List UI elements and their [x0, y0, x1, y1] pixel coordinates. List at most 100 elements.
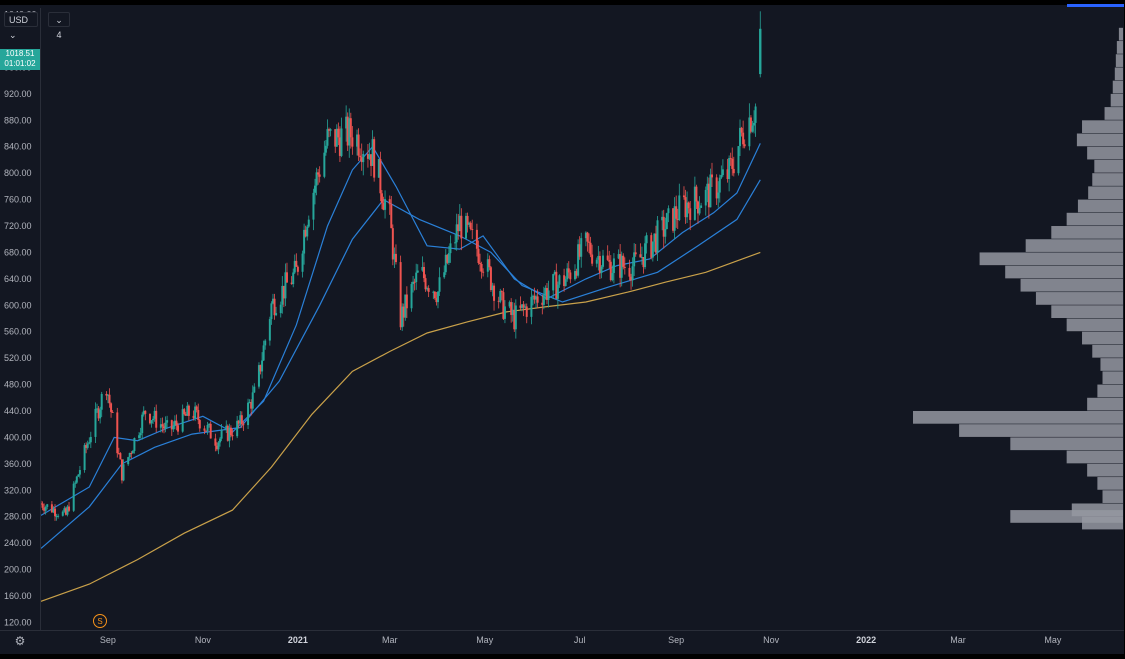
candle-body — [600, 266, 603, 274]
candle-body — [215, 445, 218, 450]
candle-body — [454, 242, 457, 244]
price-tick-label: 400.00 — [4, 432, 32, 442]
candle-body — [728, 158, 731, 180]
candle-body — [497, 300, 500, 302]
candle-body — [619, 254, 622, 278]
candle-body — [511, 309, 514, 315]
bar-countdown: 01:01:02 — [4, 59, 36, 68]
candle-body — [743, 144, 746, 147]
candle-body — [131, 451, 134, 454]
candle-body — [402, 306, 405, 318]
candle-body — [128, 453, 131, 458]
candle-body — [175, 420, 178, 426]
candle-body — [715, 177, 718, 199]
candle-body — [482, 271, 485, 273]
candle-body — [388, 199, 391, 205]
candle-body — [357, 134, 360, 156]
candle-body — [83, 445, 86, 471]
candle-body — [54, 508, 57, 517]
gear-icon[interactable]: ⚙ — [14, 634, 26, 648]
volume-profile-bar — [1092, 173, 1123, 186]
candle-body — [40, 503, 42, 505]
candle-body — [541, 302, 544, 305]
candle-body — [489, 267, 492, 291]
candle-body — [580, 238, 583, 257]
candle-body — [612, 258, 615, 274]
candle-body — [220, 430, 223, 439]
candle-body — [717, 192, 720, 199]
candle-body — [634, 252, 637, 255]
candle-body — [41, 503, 44, 508]
candle-body — [684, 197, 687, 218]
candle-body — [271, 298, 274, 304]
candle-body — [296, 266, 299, 272]
dividend-marker-label: S — [97, 617, 103, 626]
candle-body — [359, 155, 362, 158]
candle-body — [710, 174, 713, 178]
bottom-strip — [0, 654, 1125, 659]
candle-body — [426, 288, 429, 290]
candle-body — [471, 228, 474, 230]
candle-body — [195, 406, 198, 410]
candle-body — [622, 255, 625, 267]
volume-profile-bar — [959, 424, 1123, 437]
candle-body — [611, 273, 614, 281]
candle-body — [166, 420, 169, 423]
candle-body — [707, 183, 710, 208]
candle-body — [536, 296, 539, 303]
candle-body — [197, 409, 200, 421]
candle-body — [290, 282, 293, 285]
candle-body — [589, 242, 592, 255]
volume-profile-bar — [1082, 331, 1123, 345]
candle-body — [301, 253, 304, 272]
candle-body — [718, 177, 721, 193]
time-tick-label: Sep — [668, 635, 684, 645]
price-tick-label: 880.00 — [4, 115, 32, 125]
candle-body — [654, 233, 657, 253]
candle-body — [564, 279, 567, 287]
candle-body — [268, 319, 271, 341]
candle-body — [306, 226, 309, 237]
candle-body — [194, 406, 197, 419]
candle-body — [285, 272, 288, 283]
candle-body — [421, 266, 424, 271]
currency-select[interactable]: USD ⌄ — [4, 12, 38, 40]
candle-body — [542, 295, 545, 305]
candle-body — [239, 415, 242, 424]
candle-body — [368, 154, 371, 159]
candle-body — [678, 195, 681, 220]
candle-body — [742, 132, 745, 145]
candle-body — [739, 127, 742, 147]
candle-body — [119, 453, 122, 460]
candle-body — [424, 278, 427, 290]
candle-body — [547, 290, 550, 300]
candle-body — [345, 116, 348, 129]
candle-body — [186, 405, 189, 416]
candle-body — [405, 294, 408, 309]
candle-body — [335, 128, 338, 147]
volume-profile-bar — [1082, 516, 1123, 530]
interval-select[interactable]: ⌄ 4 — [48, 12, 70, 40]
candle-body — [656, 220, 659, 253]
candle-body — [251, 392, 254, 409]
candle-body — [64, 508, 67, 515]
candle-body — [617, 254, 620, 259]
candle-body — [665, 213, 668, 230]
price-tick-label: 200.00 — [4, 565, 32, 575]
candle-body — [170, 420, 173, 430]
dividend-marker[interactable]: S — [93, 614, 107, 628]
candle-body — [366, 154, 369, 159]
candle-body — [44, 506, 47, 511]
candle-body — [731, 158, 734, 169]
candle-body — [479, 262, 482, 264]
candle-body — [77, 474, 80, 477]
volume-profile-bar — [1097, 477, 1123, 490]
candle-body — [667, 208, 670, 214]
volume-profile-bar — [1066, 212, 1123, 226]
candle-body — [662, 216, 665, 237]
time-tick-label: 2021 — [288, 635, 308, 645]
candle-body — [329, 129, 332, 131]
candle-body — [486, 259, 489, 272]
